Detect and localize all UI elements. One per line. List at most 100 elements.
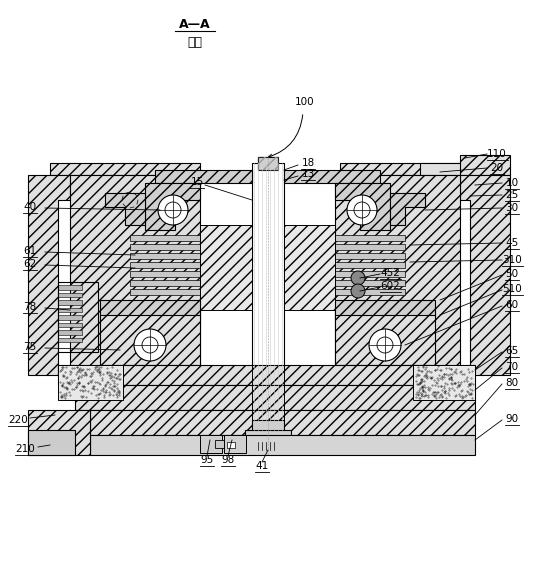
Bar xyxy=(130,289,200,295)
Polygon shape xyxy=(335,300,435,320)
Polygon shape xyxy=(90,410,475,435)
Bar xyxy=(130,280,200,286)
Text: 61: 61 xyxy=(24,246,36,256)
Polygon shape xyxy=(335,315,435,365)
Text: 80: 80 xyxy=(506,378,518,388)
Polygon shape xyxy=(390,193,425,225)
Text: 60: 60 xyxy=(506,300,518,310)
Text: 70: 70 xyxy=(506,362,518,372)
Bar xyxy=(335,235,405,241)
Bar xyxy=(335,271,405,277)
Text: 210: 210 xyxy=(15,444,35,454)
Circle shape xyxy=(351,284,365,298)
Polygon shape xyxy=(284,225,335,310)
Text: A—A: A—A xyxy=(179,19,211,32)
Text: 62: 62 xyxy=(24,259,36,269)
Polygon shape xyxy=(70,175,200,375)
Text: 110: 110 xyxy=(487,149,507,159)
Bar xyxy=(252,420,284,445)
Text: 98: 98 xyxy=(221,455,235,465)
Text: 30: 30 xyxy=(506,203,518,213)
Text: 90: 90 xyxy=(506,414,518,424)
Bar xyxy=(130,271,200,277)
Polygon shape xyxy=(58,365,475,385)
Text: 25: 25 xyxy=(506,190,518,200)
Polygon shape xyxy=(335,175,460,375)
Polygon shape xyxy=(460,155,510,175)
Text: 10: 10 xyxy=(506,178,518,188)
Bar xyxy=(335,262,405,268)
Text: 41: 41 xyxy=(255,461,269,471)
Polygon shape xyxy=(100,300,200,320)
Polygon shape xyxy=(58,315,82,319)
Text: 65: 65 xyxy=(506,346,518,356)
Polygon shape xyxy=(28,430,75,455)
Text: 15: 15 xyxy=(190,177,204,187)
Polygon shape xyxy=(28,410,90,455)
Circle shape xyxy=(351,271,365,285)
Polygon shape xyxy=(28,175,70,375)
Polygon shape xyxy=(58,285,82,289)
Bar xyxy=(245,430,291,442)
Bar xyxy=(413,365,475,400)
Text: 50: 50 xyxy=(506,269,518,279)
Polygon shape xyxy=(420,163,490,175)
Polygon shape xyxy=(58,300,82,305)
Polygon shape xyxy=(155,170,252,183)
Polygon shape xyxy=(58,307,82,312)
Polygon shape xyxy=(335,183,390,230)
Circle shape xyxy=(158,195,188,225)
Text: 旋轮: 旋轮 xyxy=(187,36,203,49)
Polygon shape xyxy=(105,193,145,225)
Text: 100: 100 xyxy=(295,97,315,107)
Polygon shape xyxy=(58,293,82,297)
Polygon shape xyxy=(58,330,82,335)
Text: 78: 78 xyxy=(24,302,36,312)
Text: 40: 40 xyxy=(24,202,36,212)
Bar xyxy=(130,262,200,268)
Bar xyxy=(258,157,278,170)
Polygon shape xyxy=(90,435,475,455)
Polygon shape xyxy=(200,225,252,310)
FancyArrowPatch shape xyxy=(269,115,303,157)
Polygon shape xyxy=(75,385,475,410)
Bar xyxy=(58,282,98,352)
Text: 510: 510 xyxy=(502,284,522,294)
Circle shape xyxy=(347,195,377,225)
Polygon shape xyxy=(460,175,510,375)
Text: 13: 13 xyxy=(301,169,315,179)
Polygon shape xyxy=(284,170,380,183)
Circle shape xyxy=(369,329,401,361)
Bar xyxy=(215,440,225,448)
Polygon shape xyxy=(295,230,335,300)
Bar xyxy=(335,244,405,250)
Polygon shape xyxy=(58,337,82,342)
Text: 45: 45 xyxy=(506,238,518,248)
Polygon shape xyxy=(252,163,284,430)
Bar xyxy=(58,365,123,400)
Polygon shape xyxy=(58,323,82,327)
Bar xyxy=(130,235,200,241)
Polygon shape xyxy=(145,183,200,230)
Text: 452: 452 xyxy=(380,268,400,278)
Bar xyxy=(130,253,200,259)
Text: 18: 18 xyxy=(301,158,315,168)
Text: 20: 20 xyxy=(491,163,503,173)
Text: 75: 75 xyxy=(24,342,36,352)
Bar xyxy=(227,442,235,448)
Polygon shape xyxy=(340,163,490,175)
Bar xyxy=(335,253,405,259)
Text: 310: 310 xyxy=(502,255,522,265)
Bar xyxy=(335,280,405,286)
Text: 602: 602 xyxy=(380,281,400,291)
Bar xyxy=(200,435,222,453)
Bar xyxy=(130,244,200,250)
Polygon shape xyxy=(100,315,200,365)
Text: 95: 95 xyxy=(201,455,213,465)
Polygon shape xyxy=(50,163,200,175)
Polygon shape xyxy=(200,230,240,300)
Bar xyxy=(224,435,246,453)
Text: 220: 220 xyxy=(8,415,28,425)
Bar xyxy=(256,442,280,452)
Bar xyxy=(335,289,405,295)
